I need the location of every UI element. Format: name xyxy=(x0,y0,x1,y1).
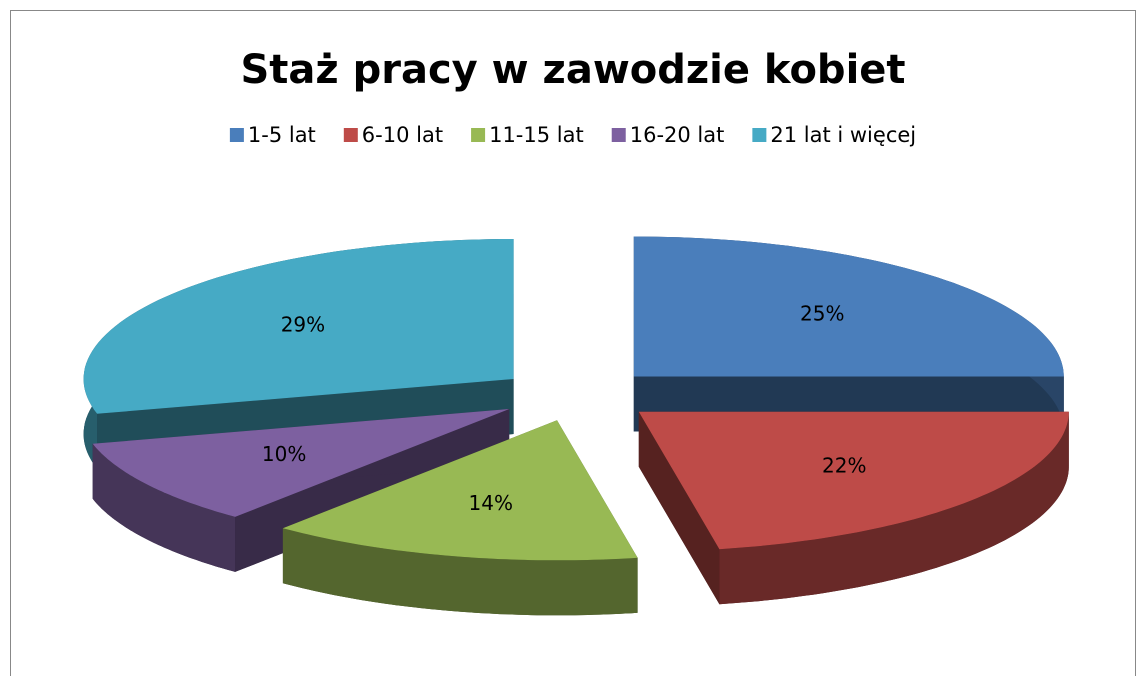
slice xyxy=(83,239,514,414)
legend-label: 21 lat i więcej xyxy=(770,123,916,147)
data-label: 22% xyxy=(822,453,866,477)
chart-title: Staż pracy w zawodzie kobiet xyxy=(240,47,905,93)
legend: 1-5 lat 6-10 lat 11-15 lat 16-20 lat 21 lat … xyxy=(229,123,916,147)
legend-swatch xyxy=(229,128,244,142)
legend-label: 11-15 lat xyxy=(489,123,584,147)
legend-swatch xyxy=(343,128,358,142)
slice-side xyxy=(638,411,720,605)
data-label: 29% xyxy=(281,312,325,336)
legend-swatch xyxy=(752,128,767,142)
legend-swatch xyxy=(611,128,626,142)
legend-label: 6-10 lat xyxy=(362,123,443,147)
slice-side xyxy=(282,528,638,616)
data-label: 14% xyxy=(469,491,513,515)
slice xyxy=(633,236,1064,377)
slice xyxy=(92,409,510,517)
slice xyxy=(282,420,638,561)
slice-side xyxy=(92,443,236,572)
legend-label: 1-5 lat xyxy=(248,123,316,147)
slice xyxy=(638,411,1069,550)
slice-side xyxy=(719,411,1069,605)
data-label: 25% xyxy=(800,302,844,326)
data-label: 10% xyxy=(262,442,306,466)
legend-label: 16-20 lat xyxy=(630,123,725,147)
legend-swatch xyxy=(471,128,486,142)
